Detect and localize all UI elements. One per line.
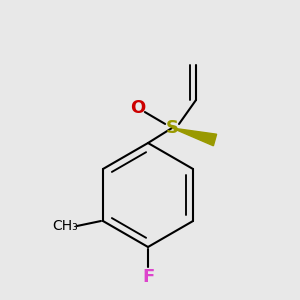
Text: S: S <box>166 119 178 137</box>
Text: F: F <box>142 268 154 286</box>
Polygon shape <box>172 128 217 146</box>
Text: CH₃: CH₃ <box>52 219 78 233</box>
Text: O: O <box>130 99 146 117</box>
